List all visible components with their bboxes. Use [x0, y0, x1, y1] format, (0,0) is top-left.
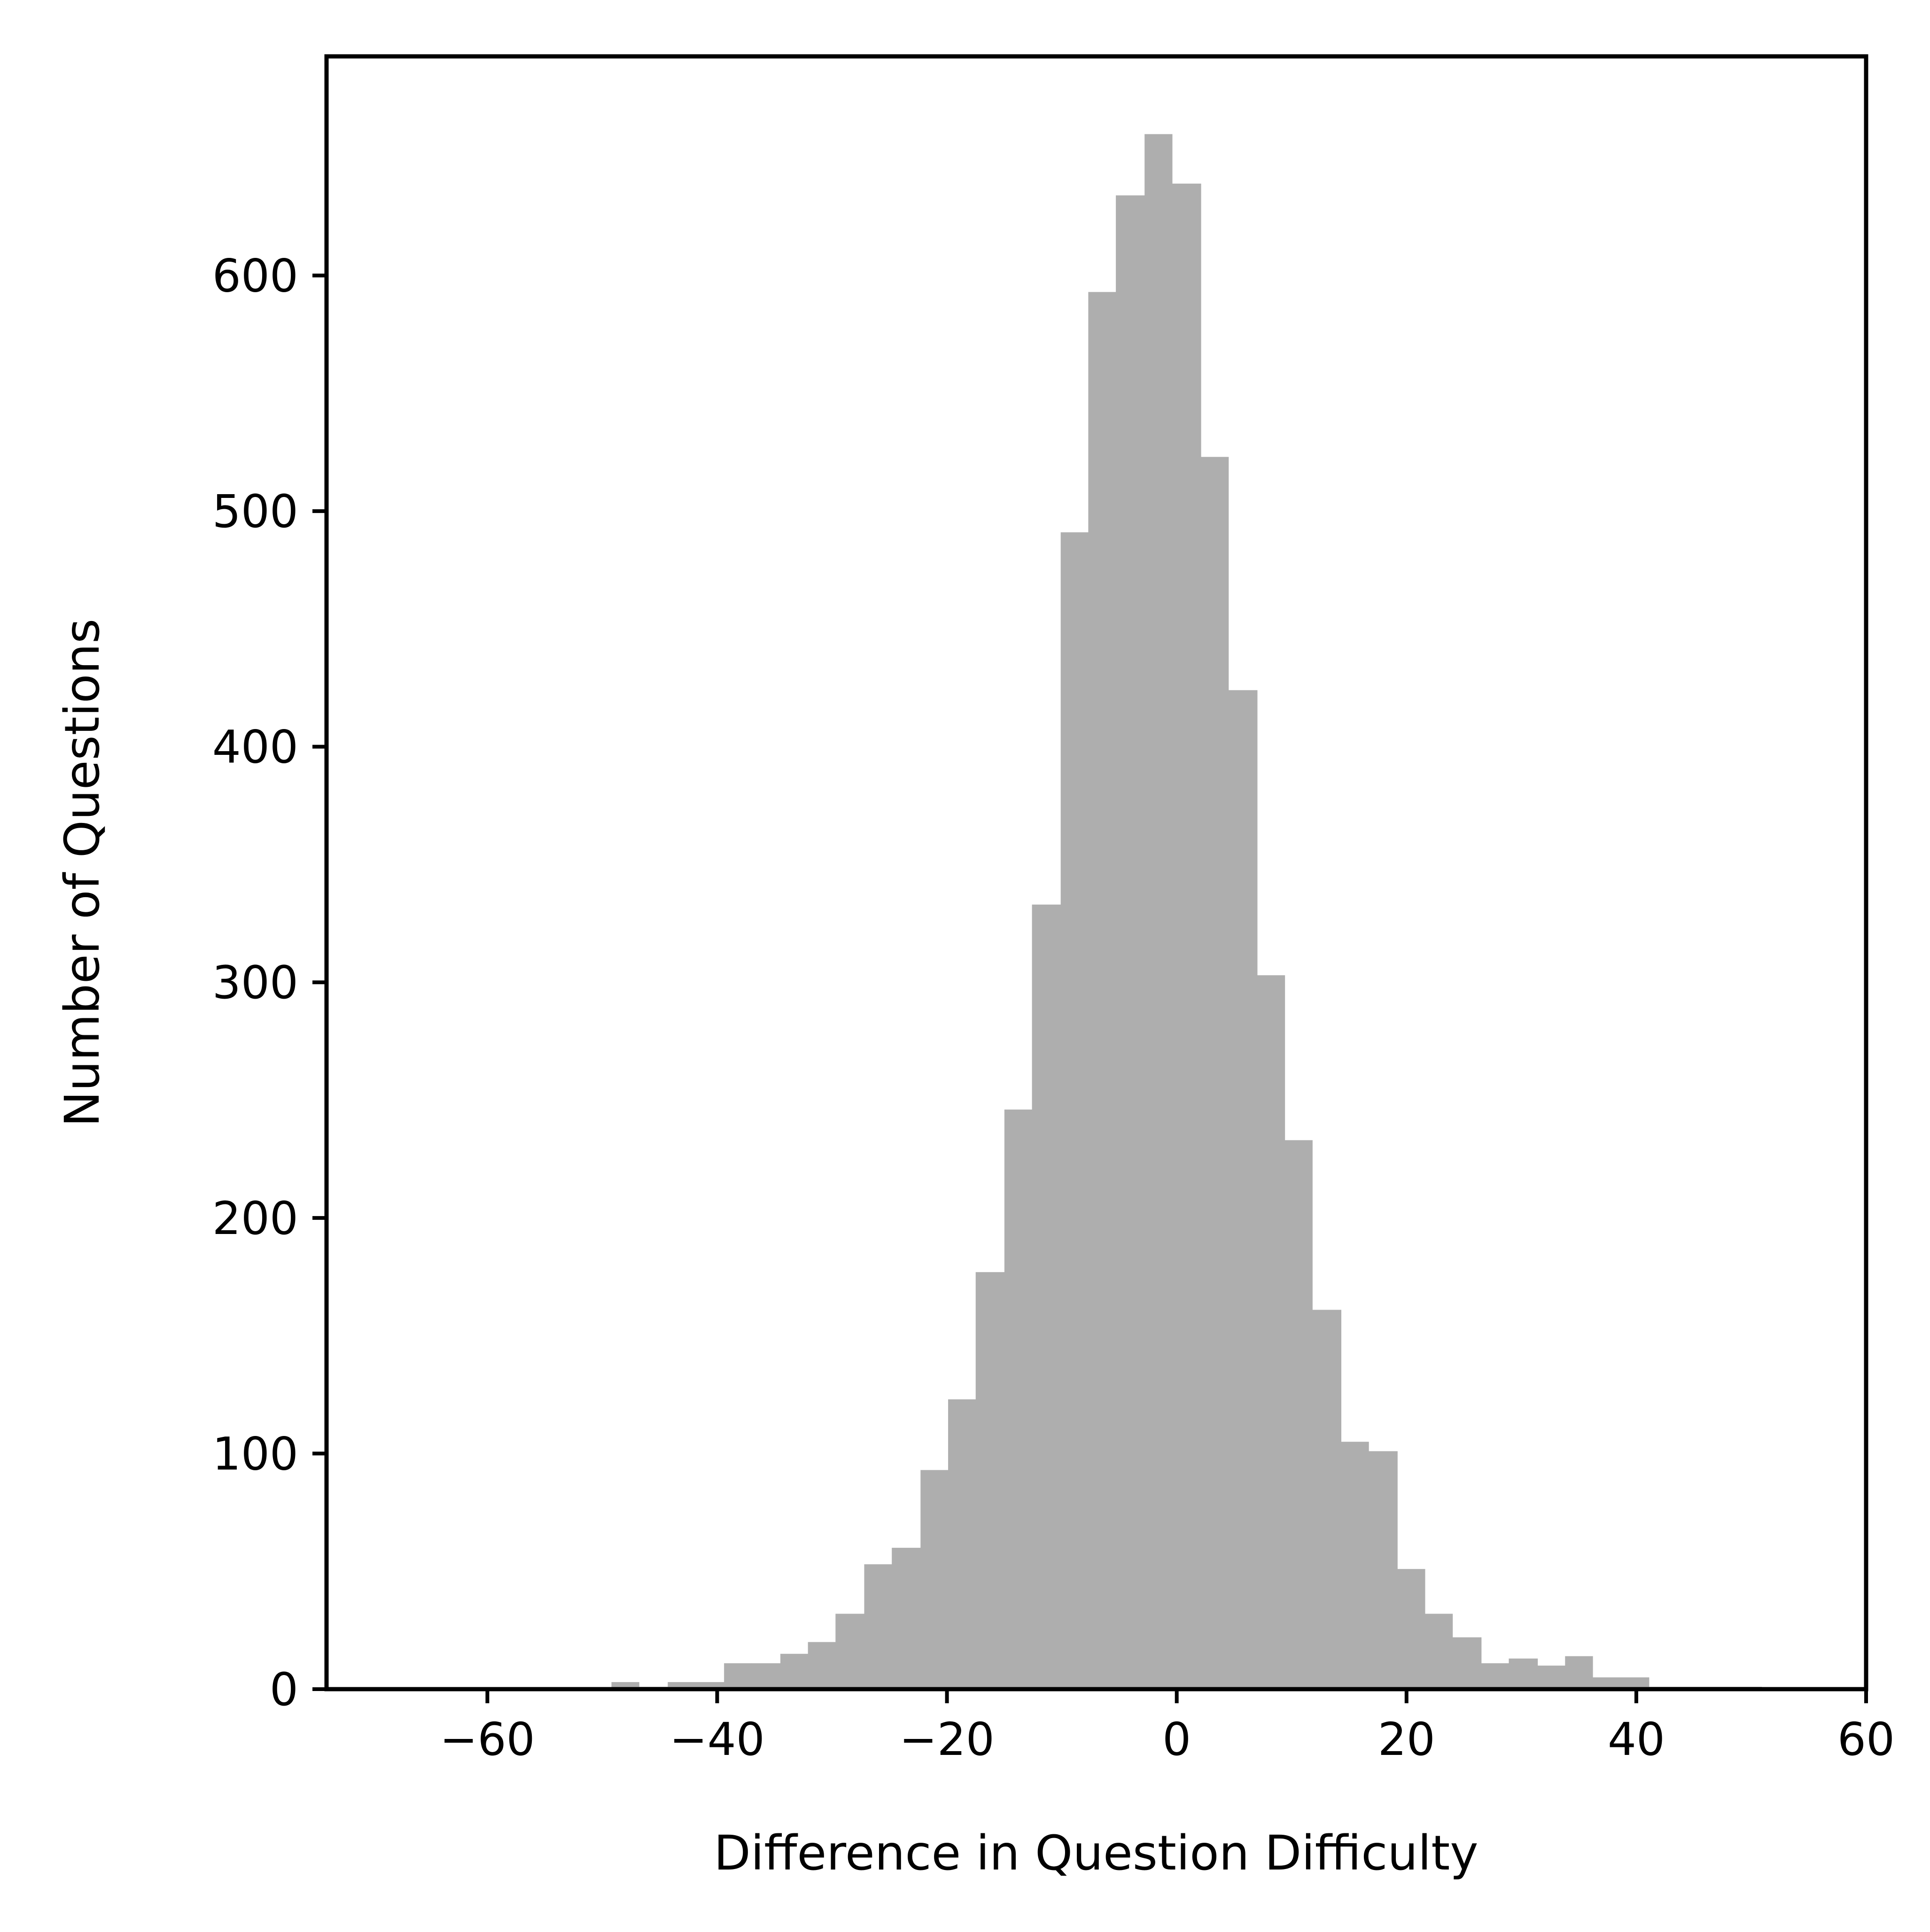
histogram-bar [948, 1399, 976, 1689]
histogram-bar [1004, 1110, 1033, 1689]
x-tick-label: 60 [1837, 1713, 1895, 1766]
histogram-bar [1088, 292, 1116, 1689]
x-tick-label: −40 [669, 1713, 765, 1766]
histogram-bar [1116, 195, 1145, 1690]
x-tick-label: 40 [1608, 1713, 1665, 1766]
x-tick-label: −60 [440, 1713, 535, 1766]
histogram-bar [1369, 1451, 1398, 1689]
y-axis-title: Number of Questions [54, 619, 110, 1127]
histogram-bar [1228, 690, 1258, 1689]
histogram-bar [892, 1548, 921, 1689]
histogram-bar [1060, 532, 1089, 1689]
y-tick-label: 100 [212, 1428, 298, 1480]
histogram-bar [1509, 1658, 1538, 1689]
histogram-bar [1341, 1442, 1369, 1689]
bars-layer [611, 134, 1762, 1690]
histogram-bar [864, 1564, 892, 1689]
histogram-bar [724, 1663, 752, 1689]
histogram-bar [1201, 457, 1229, 1690]
y-tick-label: 300 [212, 956, 298, 1009]
histogram-bar [1257, 975, 1285, 1689]
histogram-bar [1537, 1665, 1565, 1689]
histogram-bar [1397, 1569, 1425, 1689]
histogram-bar [1172, 183, 1201, 1690]
y-tick-label: 600 [212, 249, 298, 302]
y-axis: 0 100 200 300 400 500 600 [212, 249, 327, 1716]
histogram-bar [1452, 1637, 1482, 1689]
histogram-bar [1032, 904, 1061, 1689]
histogram-bar [1565, 1656, 1593, 1689]
histogram-bar [835, 1614, 865, 1689]
x-tick-label: 20 [1378, 1713, 1435, 1766]
y-tick-label: 0 [270, 1663, 298, 1716]
histogram-bar [808, 1642, 836, 1689]
x-axis-title: Difference in Question Difficulty [714, 1825, 1478, 1881]
histogram-bar [780, 1653, 809, 1689]
histogram-bar [1424, 1614, 1453, 1689]
y-tick-label: 400 [212, 721, 298, 774]
x-tick-label: 0 [1162, 1713, 1191, 1766]
histogram-bar [1144, 134, 1173, 1689]
x-axis: −60 −40 −20 0 20 40 60 [440, 1689, 1895, 1766]
y-tick-label: 200 [212, 1192, 298, 1245]
plot-frame [324, 54, 1868, 1691]
histogram-bar [1284, 1140, 1313, 1689]
histogram-bar [1481, 1663, 1510, 1689]
histogram-bar [920, 1470, 949, 1689]
histogram-bar [1312, 1310, 1341, 1689]
y-tick-label: 500 [212, 485, 298, 538]
histogram-bar [751, 1663, 781, 1689]
histogram-bar [975, 1272, 1005, 1689]
x-tick-label: −20 [899, 1713, 995, 1766]
